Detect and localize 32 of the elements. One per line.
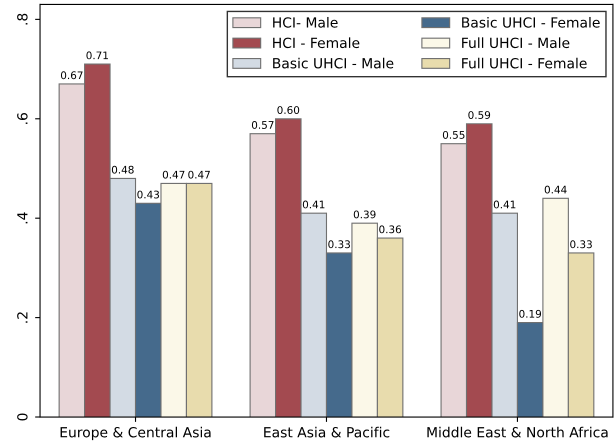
legend-label: HCI- Male	[273, 16, 338, 28]
data-label: 0.19	[519, 310, 542, 318]
data-label: 0.44	[544, 186, 567, 194]
legend-label: Basic UHCI - Female	[462, 16, 600, 28]
x-tick-label: Europe & Central Asia	[60, 426, 211, 440]
y-tick-label: .6	[17, 113, 28, 124]
data-label: 0.47	[188, 170, 210, 179]
data-label: 0.36	[379, 225, 402, 234]
data-label: 0.48	[112, 166, 134, 174]
data-label: 0.67	[60, 71, 83, 80]
data-label: 0.39	[354, 210, 376, 218]
data-label: 0.33	[328, 240, 350, 248]
legend-label: HCI - Female	[273, 37, 360, 48]
data-label: 0.41	[494, 200, 516, 208]
data-label: 0.55	[442, 130, 464, 139]
data-label: 0.41	[302, 200, 324, 208]
y-tick-label: .4	[17, 212, 28, 224]
data-label: 0.47	[162, 170, 184, 179]
data-label: 0.43	[137, 190, 160, 198]
data-label: 0.71	[86, 51, 108, 60]
data-label: 0.59	[468, 111, 490, 119]
legend-label: Full UHCI - Female	[462, 58, 587, 68]
data-label: 0.57	[252, 121, 274, 129]
data-label: 0.33	[570, 240, 592, 248]
data-label: 0.60	[277, 106, 300, 114]
legend-label: Basic UHCI - Male	[273, 58, 394, 68]
y-tick-label: .2	[17, 312, 28, 323]
x-tick-label: Middle East & North Africa	[427, 426, 608, 438]
x-tick-label: East Asia & Pacific	[264, 426, 390, 438]
y-tick-label: 0	[17, 414, 28, 421]
y-tick-label: .8	[17, 14, 28, 25]
legend-label: Full UHCI - Male	[462, 37, 570, 48]
